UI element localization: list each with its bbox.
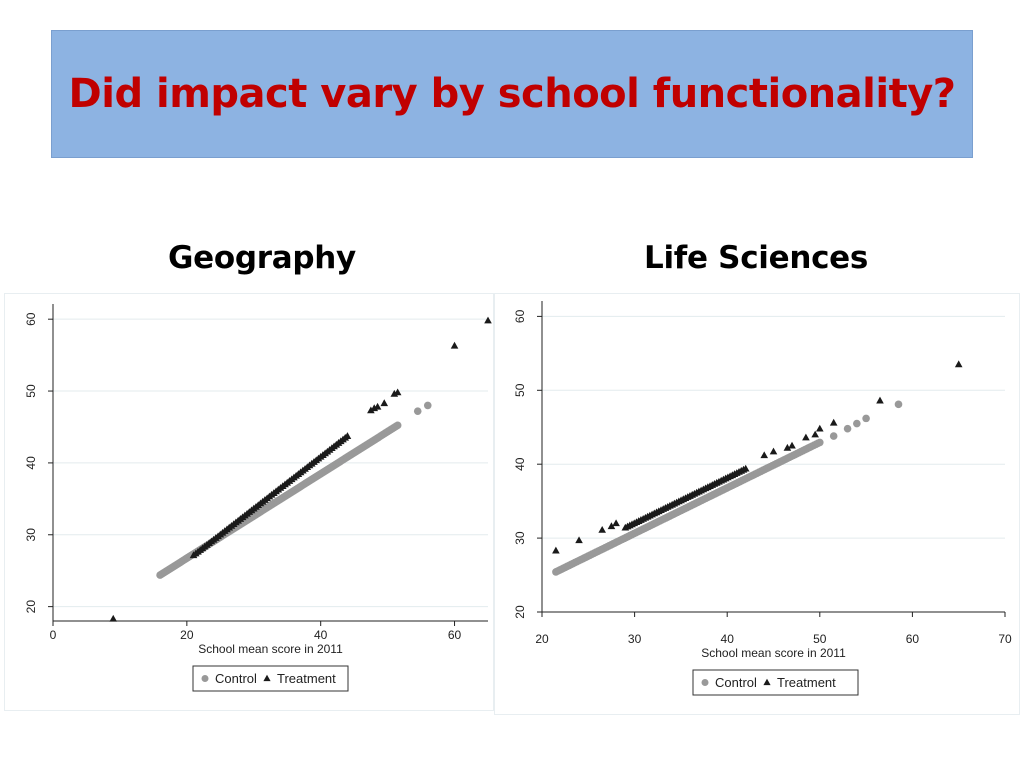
chart1-legend: Control Treatment (692, 669, 859, 696)
chart1-y-tick-label: 60 (513, 309, 527, 323)
life-sciences-subtitle: Life Sciences (644, 240, 869, 276)
chart0-control-point (393, 421, 402, 430)
geography-subtitle: Geography (168, 240, 356, 276)
chart1-control-point (862, 414, 870, 423)
chart1-y-tick-label: 40 (513, 457, 527, 471)
life-sciences-chart-panel: 20 30 40 50 60 20 30 40 50 60 70 School mean score … (494, 293, 1020, 715)
slide-title: Did impact vary by school functionality? (68, 71, 956, 117)
chart1-treatment-point (811, 430, 819, 438)
chart1-legend-box (692, 669, 859, 696)
chart1-legend-treatment-marker (763, 678, 771, 686)
chart0-treatment-point (109, 614, 118, 622)
chart1-y-tick-label: 20 (513, 605, 527, 619)
chart1-treatment-point (760, 451, 769, 459)
chart1-x-tick-label: 50 (813, 632, 827, 646)
title-bar: Did impact vary by school functionality? (51, 30, 973, 158)
chart1-control-point (894, 400, 903, 409)
chart1-control-point (843, 424, 852, 433)
chart0-treatment-point (343, 432, 352, 439)
life-sciences-scatter-plot: 20 30 40 50 60 20 30 40 50 60 70 School mean score … (513, 301, 1012, 696)
chart1-legend-label-treatment: Treatment (777, 675, 836, 690)
chart1-y-tick-label: 50 (513, 383, 527, 397)
chart1-treatment-point (575, 536, 583, 544)
chart1-treatment-point (783, 443, 792, 451)
chart0-x-tick-label: 60 (448, 628, 462, 642)
chart0-treatment-point (450, 341, 459, 349)
chart0-treatment-point (484, 316, 492, 324)
chart0-y-tick-label: 30 (24, 528, 38, 542)
chart0-y-tick-label: 20 (24, 600, 38, 614)
chart0-y-tick-label: 60 (24, 312, 38, 326)
chart1-x-tick-label: 40 (721, 632, 735, 646)
chart1-treatment-point (598, 525, 606, 533)
chart1-treatment-point (816, 424, 824, 432)
chart0-legend-box (192, 665, 349, 692)
chart1-x-axis-title: School mean score in 2011 (701, 646, 846, 660)
chart0-legend: Control Treatment (192, 665, 349, 692)
chart1-x-tick-label: 60 (906, 632, 920, 646)
geography-scatter-plot: 20 30 40 50 60 0 20 40 60 School mean score in 20… (24, 304, 492, 692)
chart0-legend-label-treatment: Treatment (277, 671, 336, 686)
chart0-legend-control-marker (201, 675, 209, 682)
chart1-treatment-point (788, 441, 796, 449)
chart1-treatment-point (607, 522, 616, 530)
chart0-x-tick-label: 40 (314, 628, 328, 642)
chart1-x-tick-label: 70 (998, 632, 1012, 646)
chart0-control-point (423, 401, 432, 410)
chart1-legend-control-marker (701, 679, 709, 686)
chart0-treatment-point (367, 406, 375, 414)
chart0-treatment-point (373, 402, 382, 410)
geography-chart-panel: 20 30 40 50 60 0 20 40 60 School mean score in 20… (4, 293, 494, 711)
chart0-treatment-point (380, 399, 389, 407)
chart0-treatment-point (393, 388, 402, 396)
chart1-control-point (853, 419, 861, 428)
chart1-treatment-point (769, 447, 778, 455)
chart1-treatment-point (741, 464, 750, 472)
chart1-treatment-point (802, 433, 810, 441)
chart1-x-tick-label: 20 (535, 632, 549, 646)
chart1-control-point (816, 438, 824, 447)
chart1-treatment-point (829, 418, 838, 426)
chart1-control-point (829, 432, 838, 440)
chart0-x-tick-label: 0 (50, 628, 57, 642)
chart0-legend-label-control: Control (215, 671, 257, 686)
chart0-y-tick-label: 50 (24, 384, 38, 398)
chart0-control-point (413, 407, 422, 415)
chart0-x-axis-title: School mean score in 2011 (198, 642, 343, 656)
chart1-y-tick-label: 30 (513, 531, 527, 545)
chart1-treatment-point (954, 360, 963, 368)
chart0-x-tick-label: 20 (180, 628, 194, 642)
chart1-treatment-point (876, 396, 884, 404)
chart0-y-tick-label: 40 (24, 456, 38, 470)
chart0-legend-treatment-marker (263, 674, 271, 682)
chart1-treatment-point (612, 519, 620, 527)
chart1-x-tick-label: 30 (628, 632, 642, 646)
chart1-legend-label-control: Control (715, 675, 757, 690)
chart1-treatment-point (552, 546, 560, 554)
